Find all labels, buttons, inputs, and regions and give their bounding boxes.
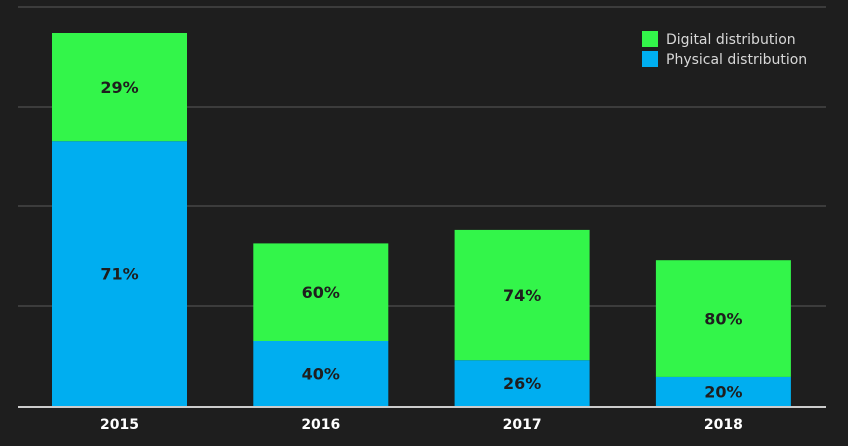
legend: Digital distribution Physical distributio… — [642, 31, 807, 68]
bar-2018-digital — [655, 260, 791, 377]
bar-2018-physical — [655, 376, 791, 406]
bars: 71% 29% 40% 60% 26% 74% 20% 80% — [52, 33, 791, 406]
x-tick-label-2017: 2017 — [503, 417, 542, 433]
data-label-2018-physical: 20% — [704, 382, 742, 401]
data-label-2017-digital: 74% — [503, 286, 541, 305]
x-tick-label-2016: 2016 — [301, 417, 340, 433]
data-label-2016-physical: 40% — [302, 365, 340, 384]
bar-2016-physical — [253, 340, 389, 406]
x-tick-label-2015: 2015 — [100, 417, 139, 433]
bar-2017-physical — [454, 360, 590, 406]
legend-label-0: Digital distribution — [666, 32, 796, 48]
data-label-2018-digital: 80% — [704, 310, 742, 329]
bar-2016-digital — [253, 243, 389, 341]
x-tick-label-2018: 2018 — [704, 417, 743, 433]
legend-swatch-1 — [642, 51, 658, 67]
data-label-2017-physical: 26% — [503, 374, 541, 393]
bar-2015-physical — [52, 141, 187, 406]
data-label-2015-physical: 71% — [100, 265, 138, 284]
bar-2017-digital — [454, 229, 590, 361]
bar-2015-digital — [52, 33, 187, 142]
legend-label-1: Physical distribution — [666, 52, 807, 68]
legend-swatch-0 — [642, 31, 658, 47]
x-tick-labels: 2015 2016 2017 2018 — [100, 417, 743, 433]
data-label-2015-digital: 29% — [100, 78, 138, 97]
data-label-2016-digital: 60% — [302, 283, 340, 302]
